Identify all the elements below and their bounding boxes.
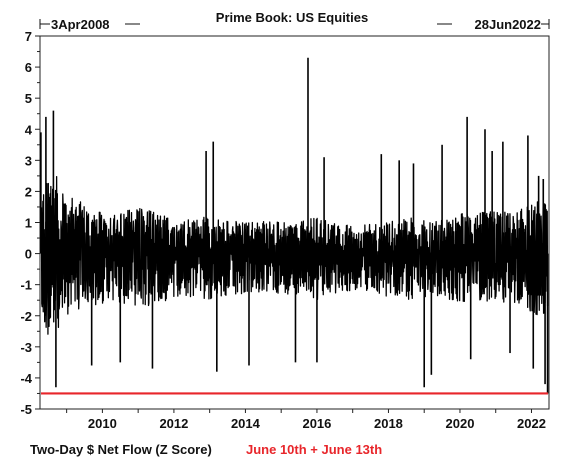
start-date-label: 3Apr2008 [51,17,110,32]
y-axis: 7 6 5 4 3 2 1 0 -1 -2 -3 -4 -5 [20,29,40,417]
y-tick-label: 6 [25,60,32,75]
x-tick-label: 2010 [88,416,117,431]
y-tick-label: -1 [20,278,32,293]
net-flow-series [40,57,549,394]
x-tick-label: 2018 [374,416,403,431]
y-tick-label: 5 [25,91,32,106]
y-tick-label: -2 [20,309,32,324]
x-tick-label: 2012 [159,416,188,431]
x-tick-label: 2014 [231,416,261,431]
y-tick-label: 1 [25,216,32,231]
y-tick-label: -5 [20,402,32,417]
y-tick-label: -3 [20,340,32,355]
y-tick-label: 7 [25,29,32,44]
y-tick-label: 0 [25,247,32,262]
x-tick-label: 2020 [446,416,475,431]
x-tick-label: 2016 [302,416,331,431]
y-tick-label: -4 [20,371,32,386]
chart-title: Prime Book: US Equities [216,10,368,25]
x-tick-label: 2022 [517,416,546,431]
end-date-marker: 28Jun2022 [437,17,550,32]
y-tick-label: 4 [25,122,33,137]
y-tick-label: 2 [25,184,32,199]
y-tick-label: 3 [25,153,32,168]
x-axis: 2010 2012 2014 2016 2018 2020 2022 [66,409,546,431]
flow-annotation: June 10th + June 13th [246,442,382,457]
start-date-marker: 3Apr2008 [39,17,140,32]
series-line [40,175,549,335]
end-date-label: 28Jun2022 [475,17,542,32]
y-axis-title: Two-Day $ Net Flow (Z Score) [30,442,212,457]
